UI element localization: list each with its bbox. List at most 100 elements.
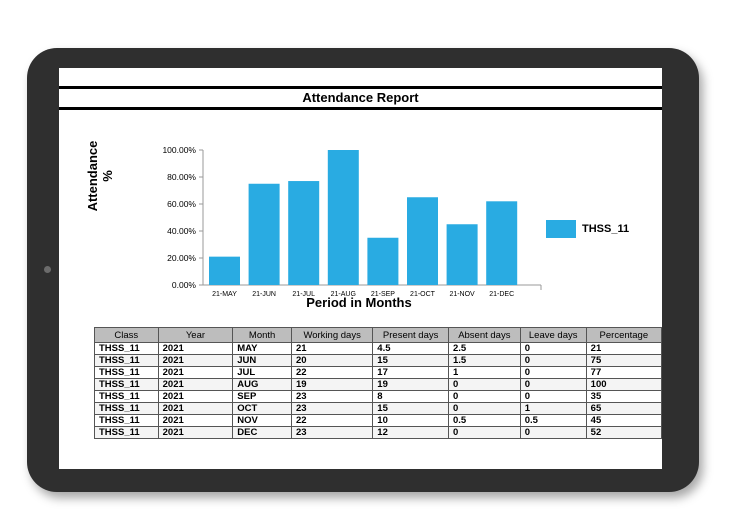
table-row: THSS_11 2021 JUL 22 17 1 0 77 bbox=[94, 366, 662, 379]
attendance-table: Class Year Month Working days Present days Ab… bbox=[94, 327, 662, 439]
table-cell: 4.5 bbox=[372, 342, 449, 355]
table-row: THSS_11 2021 NOV 22 10 0.5 0.5 45 bbox=[94, 414, 662, 427]
column-header: Absent days bbox=[447, 327, 521, 343]
table-cell: MAY bbox=[232, 342, 292, 355]
y-tick-label: 40.00% bbox=[167, 226, 196, 236]
table-cell: THSS_11 bbox=[94, 414, 159, 427]
table-cell: THSS_11 bbox=[94, 402, 159, 415]
table-cell: 0 bbox=[519, 354, 587, 367]
bar-21-nov bbox=[446, 224, 478, 285]
bar-21-may bbox=[209, 256, 240, 285]
table-cell: THSS_11 bbox=[94, 354, 159, 367]
bar-21-jun bbox=[248, 183, 280, 285]
table-cell: 1 bbox=[447, 366, 521, 379]
table-cell: 65 bbox=[585, 402, 662, 415]
table-cell: SEP bbox=[232, 390, 292, 403]
y-tick-label: 80.00% bbox=[167, 172, 196, 182]
table-cell: 22 bbox=[290, 414, 374, 427]
legend-label: THSS_11 bbox=[582, 223, 630, 235]
column-header: Year bbox=[157, 327, 234, 343]
table-cell: THSS_11 bbox=[94, 426, 159, 439]
x-tick-label: 21-DEC bbox=[489, 291, 514, 298]
table-row: THSS_11 2021 AUG 19 19 0 0 100 bbox=[94, 378, 662, 391]
table-cell: 0 bbox=[519, 366, 587, 379]
bar-21-dec bbox=[486, 201, 518, 285]
table-cell: 0 bbox=[519, 342, 587, 355]
table-cell: 2021 bbox=[157, 342, 234, 355]
table-cell: THSS_11 bbox=[94, 366, 159, 379]
table-cell: 1 bbox=[519, 402, 587, 415]
table-cell: THSS_11 bbox=[94, 390, 159, 403]
y-axis-label-line2: % bbox=[100, 170, 115, 182]
table-row: THSS_11 2021 DEC 23 12 0 0 52 bbox=[94, 426, 662, 439]
column-header: Present days bbox=[372, 327, 449, 343]
bar-21-oct bbox=[407, 197, 438, 285]
table-cell: 15 bbox=[372, 354, 449, 367]
table-cell: 0 bbox=[447, 426, 521, 439]
column-header: Class bbox=[94, 327, 159, 343]
table-row: THSS_11 2021 OCT 23 15 0 1 65 bbox=[94, 402, 662, 415]
table-cell: 2021 bbox=[157, 390, 234, 403]
table-body: THSS_11 2021 MAY 21 4.5 2.5 0 21 THSS_11 2021 JUN 2… bbox=[94, 342, 662, 439]
y-tick-label: 100.00% bbox=[162, 145, 196, 155]
chart-legend: THSS_11 bbox=[546, 220, 629, 238]
column-header: Leave days bbox=[519, 327, 587, 343]
column-header: Percentage bbox=[585, 327, 662, 343]
table-cell: 15 bbox=[372, 402, 449, 415]
table-cell: OCT bbox=[232, 402, 292, 415]
table-cell: 0 bbox=[519, 378, 587, 391]
table-cell: 12 bbox=[372, 426, 449, 439]
table-cell: DEC bbox=[232, 426, 292, 439]
table-cell: 23 bbox=[290, 402, 374, 415]
table-cell: 52 bbox=[585, 426, 662, 439]
x-tick-label: 21-NOV bbox=[449, 291, 475, 298]
x-tick-label: 21-JUN bbox=[252, 291, 276, 298]
x-axis-label: Period in Months bbox=[306, 295, 412, 310]
x-tick-label: 21-SEP bbox=[371, 291, 395, 298]
table-cell: 2021 bbox=[157, 414, 234, 427]
table-cell: THSS_11 bbox=[94, 378, 159, 391]
table-cell: JUN bbox=[232, 354, 292, 367]
table-cell: JUL bbox=[232, 366, 292, 379]
table-row: THSS_11 2021 MAY 21 4.5 2.5 0 21 bbox=[94, 342, 662, 355]
table-row: THSS_11 2021 SEP 23 8 0 0 35 bbox=[94, 390, 662, 403]
table-cell: 20 bbox=[290, 354, 374, 367]
column-header: Month bbox=[232, 327, 292, 343]
y-tick-label: 20.00% bbox=[167, 253, 196, 263]
y-tick-label: 0.00% bbox=[172, 280, 197, 290]
table-cell: 77 bbox=[585, 366, 662, 379]
table-cell: 2021 bbox=[157, 366, 234, 379]
report-title: Attendance Report bbox=[59, 86, 662, 110]
y-axis-label-line1: Attendance bbox=[85, 140, 100, 212]
bar-21-aug bbox=[327, 150, 359, 285]
table-cell: 17 bbox=[372, 366, 449, 379]
table-cell: 45 bbox=[585, 414, 662, 427]
table-cell: THSS_11 bbox=[94, 342, 159, 355]
x-tick-label: 21-JUL bbox=[292, 291, 315, 298]
table-cell: 2021 bbox=[157, 426, 234, 439]
camera-dot bbox=[44, 266, 51, 273]
legend-swatch bbox=[546, 220, 576, 238]
table-cell: 1.5 bbox=[447, 354, 521, 367]
table-cell: 0.5 bbox=[447, 414, 521, 427]
table-cell: 2021 bbox=[157, 354, 234, 367]
table-cell: AUG bbox=[232, 378, 292, 391]
table-cell: 21 bbox=[585, 342, 662, 355]
attendance-bar-chart: 0.00% 20.00% 40.00% 60.00% 80.00% 100.00% 21-M… bbox=[162, 145, 542, 298]
table-cell: 22 bbox=[290, 366, 374, 379]
table-cell: 23 bbox=[290, 426, 374, 439]
table-cell: 10 bbox=[372, 414, 449, 427]
table-cell: 0 bbox=[519, 390, 587, 403]
bar-21-jul bbox=[288, 181, 320, 285]
table-cell: 2021 bbox=[157, 378, 234, 391]
column-header: Working days bbox=[290, 327, 374, 343]
table-row: THSS_11 2021 JUN 20 15 1.5 0 75 bbox=[94, 354, 662, 367]
table-cell: 19 bbox=[372, 378, 449, 391]
bar-21-sep bbox=[367, 237, 399, 285]
tablet-frame: Attendance Report 0.00% 20.00% 40.00% 60.00… bbox=[27, 48, 699, 492]
table-cell: 35 bbox=[585, 390, 662, 403]
table-cell: 19 bbox=[290, 378, 374, 391]
table-cell: 0 bbox=[447, 378, 521, 391]
y-tick-label: 60.00% bbox=[167, 199, 196, 209]
table-cell: 2021 bbox=[157, 402, 234, 415]
